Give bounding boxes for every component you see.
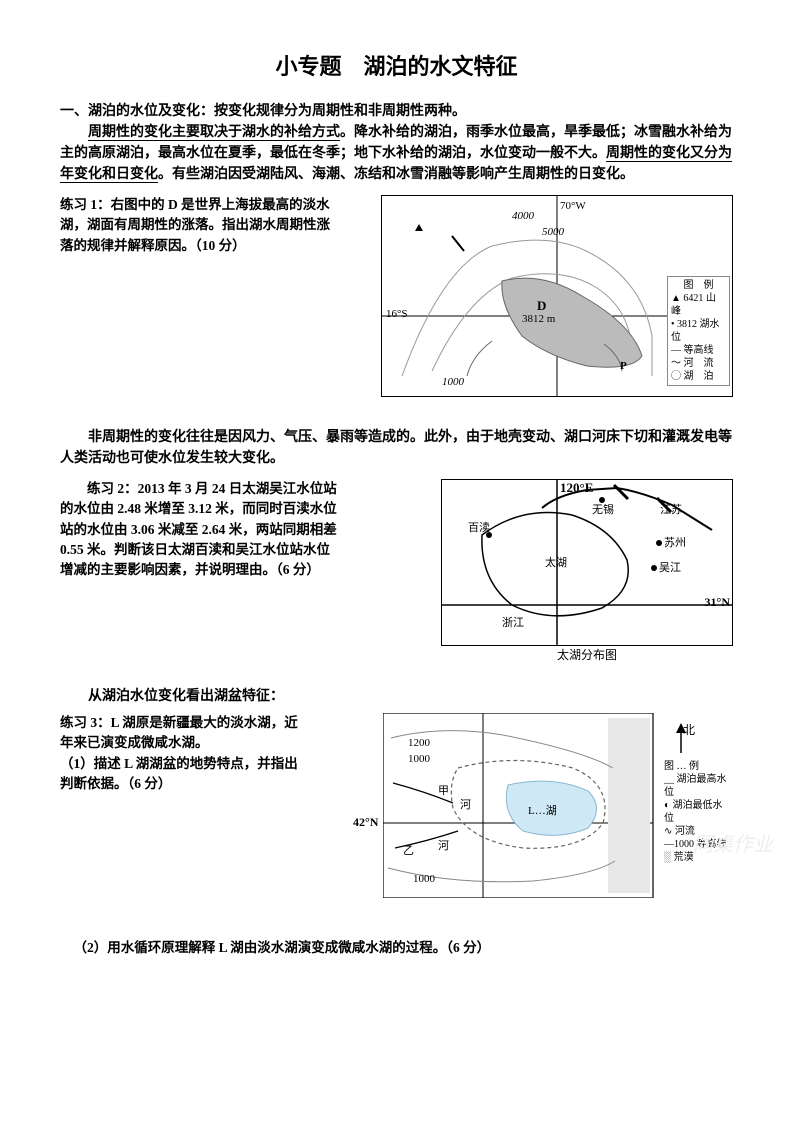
map2-jiangsu: 江苏 (660, 502, 682, 519)
map1-leg-1: • 3812 湖水位 (671, 318, 726, 344)
exercise-2: 120°E 31°N 无锡 苏州 吴江 百渎 江苏 浙江 太湖 太湖分布图 练习… (60, 479, 733, 664)
ex3-q1: （1）描述 L 湖湖盆的地势特点，并指出判断依据。（6 分） (60, 756, 298, 791)
intro-para2-rest2: 。有些湖泊因受湖陆风、海潮、冻结和冰雪消融等影响产生周期性的日变化。 (158, 167, 634, 182)
intro-heading: 一、湖泊的水位及变化： (60, 104, 214, 119)
exercise-1: 70°W 16°S 4000 5000 1000 D 3812 m P 图 例 … (60, 195, 733, 403)
ex3-intro: 练习 3：L 湖原是新疆最大的淡水湖，近年来已演变成微咸水湖。 (60, 715, 298, 750)
map3-jia: 甲 (438, 783, 449, 800)
mid-para-2: 从湖泊水位变化看出湖盆特征： (60, 686, 733, 707)
page-title: 小专题 湖泊的水文特征 (60, 50, 733, 83)
mid-para-1: 非周期性的变化往往是因风力、气压、暴雨等造成的。此外，由于地壳变动、湖口河床下切… (60, 427, 733, 469)
map1-elev: 3812 m (522, 311, 555, 328)
map2-lat: 31°N (705, 593, 730, 611)
map2-lon: 120°E (560, 479, 593, 498)
map1-leg-2: — 等高线 (671, 344, 726, 357)
map3-c2: 1000 (408, 751, 430, 768)
exercise-2-map: 120°E 31°N 无锡 苏州 吴江 百渎 江苏 浙江 太湖 (441, 479, 733, 646)
map1-legend: 图 例 ▲ 6421 山 峰 • 3812 湖水位 — 等高线 ～ 河 流 ◯ … (667, 276, 730, 386)
map3-leg-0: ⸏ 湖泊最高水位 (664, 773, 729, 799)
map1-leg-0: ▲ 6421 山 峰 (671, 292, 726, 318)
intro-line1-rest: 按变化规律分为周期性和非周期性两种。 (214, 104, 466, 119)
map3-lake: L…湖 (528, 803, 557, 820)
map3-north: 北 (683, 721, 695, 739)
map1-lat: 16°S (386, 306, 408, 323)
map2-baidu: 百渎 (468, 520, 490, 537)
exercise-3-map: 42°N 1200 1000 1000 甲 河 乙 河 L…湖 北 图 … 例 … (383, 713, 733, 898)
map3-lat: 42°N (353, 813, 378, 831)
map1-leg-3: ～ 河 流 (671, 357, 726, 370)
map1-p: P (620, 358, 627, 375)
intro-para2: 周期性的变化主要取决于湖水的补给方式。降水补给的湖泊，雨季水位最高，旱季最低；冰… (60, 122, 733, 185)
exercise-1-text: 练习 1：右图中的 D 是世界上海拔最高的淡水湖，湖面有周期性的涨落。指出湖水周… (60, 195, 340, 256)
map2-lake: 太湖 (545, 555, 567, 572)
map3-he1: 河 (460, 797, 471, 814)
exercise-2-text: 练习 2：2013 年 3 月 24 日太湖吴江水位站的水位由 2.48 米增至… (60, 479, 340, 580)
map3-leg-1: ◐ 湖泊最低水位 (664, 799, 729, 825)
map1-c3: 1000 (442, 374, 464, 391)
map3-yi: 乙 (403, 843, 414, 860)
exercise-3-text: 练习 3：L 湖原是新疆最大的淡水湖，近年来已演变成微咸水湖。 （1）描述 L … (60, 713, 310, 794)
exercise-3: 86°E (60, 713, 733, 898)
map1-legend-title: 图 例 (671, 279, 726, 292)
map2-zhejiang: 浙江 (502, 615, 524, 632)
map1-c1: 4000 (512, 208, 534, 225)
map3-c1: 1200 (408, 735, 430, 752)
intro-line1: 一、湖泊的水位及变化：按变化规律分为周期性和非周期性两种。 (60, 101, 733, 122)
map2-suzhou: 苏州 (664, 535, 686, 552)
map3-legend-title: 图 … 例 (664, 760, 729, 773)
map3-c3: 1000 (413, 871, 435, 888)
exercise-1-map: 70°W 16°S 4000 5000 1000 D 3812 m P 图 例 … (381, 195, 733, 397)
map1-lon: 70°W (560, 198, 586, 215)
map2-wuxi: 无锡 (592, 502, 614, 519)
map2-wujiang: 吴江 (659, 560, 681, 577)
ex3-q2: （2）用水循环原理解释 L 湖由淡水湖演变成微咸水湖的过程。（6 分） (60, 938, 733, 958)
intro-underline-1: 周期性的变化主要取决于湖水的补给方式 (88, 125, 340, 141)
map1-c2: 5000 (542, 224, 564, 241)
map2-svg (442, 480, 732, 645)
watermark: 同桌作业 (693, 830, 773, 860)
map1-leg-4: ◯ 湖 泊 (671, 370, 726, 383)
map3-he2: 河 (438, 838, 449, 855)
